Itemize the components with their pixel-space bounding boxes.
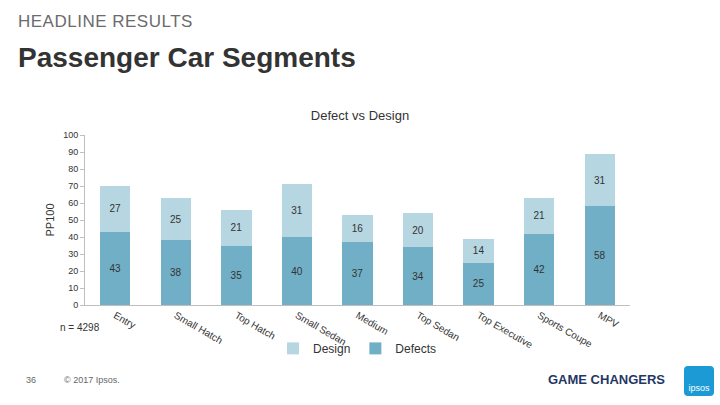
svg-text:31: 31 bbox=[291, 205, 303, 216]
svg-text:58: 58 bbox=[594, 250, 606, 261]
svg-text:40: 40 bbox=[291, 266, 303, 277]
svg-text:30: 30 bbox=[68, 249, 78, 259]
svg-text:Top Executive: Top Executive bbox=[475, 310, 535, 351]
svg-text:10: 10 bbox=[68, 283, 78, 293]
html-text:ipsos: ipsos bbox=[688, 383, 710, 393]
svg-text:100: 100 bbox=[63, 130, 78, 140]
svg-text:MPV: MPV bbox=[596, 310, 621, 331]
svg-text:60: 60 bbox=[68, 198, 78, 208]
html-text:HEADLINE RESULTS: HEADLINE RESULTS bbox=[18, 12, 193, 31]
svg-text:21: 21 bbox=[533, 210, 545, 221]
svg-text:14: 14 bbox=[473, 245, 485, 256]
svg-text:42: 42 bbox=[533, 264, 545, 275]
svg-text:80: 80 bbox=[68, 164, 78, 174]
svg-text:20: 20 bbox=[68, 266, 78, 276]
svg-text:43: 43 bbox=[109, 263, 121, 274]
svg-text:Small Hatch: Small Hatch bbox=[172, 310, 224, 346]
svg-text:Entry: Entry bbox=[112, 310, 138, 331]
svg-text:34: 34 bbox=[412, 271, 424, 282]
html-text:GAME CHANGERS: GAME CHANGERS bbox=[548, 372, 665, 387]
svg-text:90: 90 bbox=[68, 147, 78, 157]
html-text:36: 36 bbox=[26, 375, 36, 385]
svg-text:37: 37 bbox=[352, 268, 364, 279]
svg-text:Top Hatch: Top Hatch bbox=[233, 310, 277, 342]
html-text:n = 4298: n = 4298 bbox=[60, 322, 100, 333]
svg-text:27: 27 bbox=[109, 203, 121, 214]
svg-text:Medium: Medium bbox=[354, 310, 390, 337]
svg-text:70: 70 bbox=[68, 181, 78, 191]
svg-text:35: 35 bbox=[231, 270, 243, 281]
svg-text:16: 16 bbox=[352, 223, 364, 234]
svg-text:25: 25 bbox=[473, 278, 485, 289]
svg-text:PP100: PP100 bbox=[44, 203, 56, 236]
html-text:© 2017 Ipsos.: © 2017 Ipsos. bbox=[64, 375, 120, 385]
svg-text:25: 25 bbox=[170, 214, 182, 225]
svg-text:Small Sedan: Small Sedan bbox=[293, 309, 348, 348]
svg-text:31: 31 bbox=[594, 175, 606, 186]
svg-text:20: 20 bbox=[412, 225, 424, 236]
svg-text:Defects: Defects bbox=[395, 342, 436, 356]
svg-text:0: 0 bbox=[73, 300, 78, 310]
svg-text:Defect vs Design: Defect vs Design bbox=[311, 108, 409, 123]
svg-text:38: 38 bbox=[170, 267, 182, 278]
html-text:Passenger Car Segments: Passenger Car Segments bbox=[18, 42, 356, 73]
svg-text:40: 40 bbox=[68, 232, 78, 242]
svg-text:50: 50 bbox=[68, 215, 78, 225]
svg-text:21: 21 bbox=[231, 222, 243, 233]
svg-text:Top Sedan: Top Sedan bbox=[415, 310, 462, 343]
svg-text:Sports Coupe: Sports Coupe bbox=[536, 310, 595, 350]
svg-text:Design: Design bbox=[313, 342, 350, 356]
